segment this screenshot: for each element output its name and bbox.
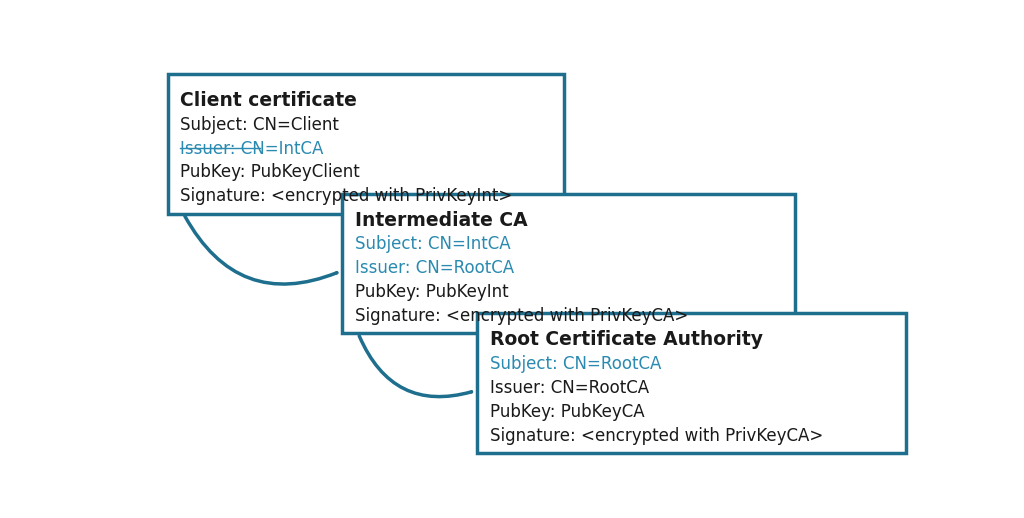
FancyArrowPatch shape <box>359 336 471 397</box>
Text: Root Certificate Authority: Root Certificate Authority <box>489 330 763 349</box>
Text: Signature: <encrypted with PrivKeyInt>: Signature: <encrypted with PrivKeyInt> <box>180 188 513 206</box>
Text: Signature: <encrypted with PrivKeyCA>: Signature: <encrypted with PrivKeyCA> <box>489 427 823 445</box>
Text: PubKey: PubKeyCA: PubKey: PubKeyCA <box>489 403 644 421</box>
Text: PubKey: PubKeyInt: PubKey: PubKeyInt <box>355 283 509 301</box>
FancyArrowPatch shape <box>185 216 337 284</box>
Text: Subject: CN=Client: Subject: CN=Client <box>180 116 339 134</box>
Text: Issuer: CN=RootCA: Issuer: CN=RootCA <box>355 259 514 277</box>
Text: Issuer: CN=RootCA: Issuer: CN=RootCA <box>489 379 649 397</box>
Text: Subject: CN=RootCA: Subject: CN=RootCA <box>489 355 662 373</box>
Text: Issuer: CN=IntCA: Issuer: CN=IntCA <box>180 139 324 157</box>
FancyBboxPatch shape <box>342 194 795 334</box>
Text: PubKey: PubKeyClient: PubKey: PubKeyClient <box>180 164 360 181</box>
FancyBboxPatch shape <box>477 313 905 453</box>
Text: Intermediate CA: Intermediate CA <box>355 210 527 229</box>
Text: Signature: <encrypted with PrivKeyCA>: Signature: <encrypted with PrivKeyCA> <box>355 307 688 325</box>
Text: Client certificate: Client certificate <box>180 91 357 110</box>
FancyBboxPatch shape <box>168 74 564 214</box>
Text: Subject: CN=IntCA: Subject: CN=IntCA <box>355 235 511 253</box>
